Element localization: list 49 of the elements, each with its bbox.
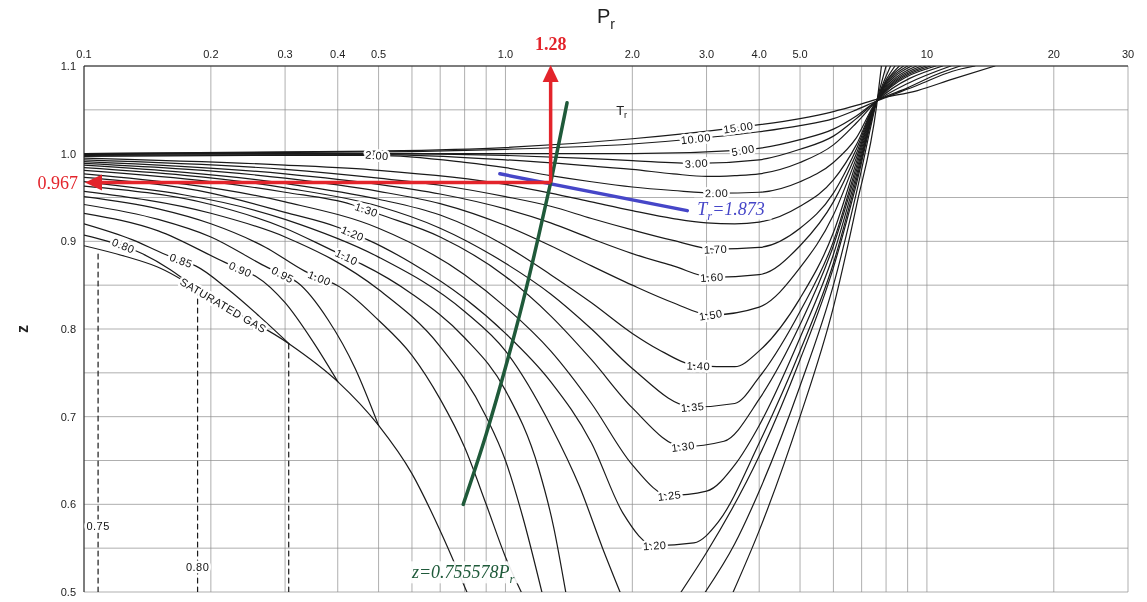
y-tick-label: 0.9 [60, 235, 76, 248]
annotation: 0.85 [168, 250, 195, 271]
x-tick-label: 1.0 [497, 48, 514, 60]
annotation: T$_{r}$ [616, 102, 628, 120]
annotation: 15.00 [722, 119, 755, 136]
annotation: 1.35 [680, 400, 705, 414]
x-axis-title: P$_{r}$ [596, 5, 616, 32]
annotation: 10.00 [680, 131, 712, 147]
x-tick-label: 2.0 [624, 48, 640, 60]
annotation: 2.00 [364, 148, 390, 163]
y-tick-label: 0.5 [60, 585, 76, 598]
y-axis-title: z [13, 325, 31, 333]
annotation: 1.30 [670, 439, 696, 454]
annotation: 1.60 [699, 270, 724, 284]
x-tick-label: 4.0 [751, 48, 767, 60]
annotation: 1.00 [306, 268, 333, 289]
annotation: 0.80 [185, 560, 210, 573]
ref-line-label: 0.967 [37, 172, 78, 193]
y-tick-label: 0.6 [60, 498, 76, 511]
annotation: 0.90 [227, 259, 254, 280]
x-tick-label: 5.0 [792, 48, 808, 60]
annotation: 1.50 [698, 307, 724, 323]
annotation: 1.10 [333, 246, 360, 268]
x-tick-label: 0.5 [370, 48, 387, 60]
y-tick-label: 1.0 [60, 147, 76, 160]
x-tick-label: 30 [1121, 48, 1135, 60]
y-tick-label: 0.7 [60, 410, 76, 423]
x-tick-label: 0.2 [203, 48, 219, 60]
y-tick-label: 1.1 [60, 59, 76, 72]
annotation: 0.95 [269, 263, 296, 286]
y-tick-label: 0.8 [60, 322, 76, 335]
x-tick-label: 10 [920, 48, 934, 60]
annotation: 1.25 [657, 488, 682, 503]
text: z=0.755578P$_{r}$ [410, 562, 515, 587]
annotation: 1.30 [353, 200, 380, 220]
annotation: 0.80 [110, 235, 137, 256]
annotation: 1.70 [703, 242, 728, 256]
annotation: 0.75 [86, 520, 110, 533]
annotation: 1.20 [339, 223, 366, 244]
ref-line-label: 1.28 [534, 34, 567, 54]
annotation: 3.00 [684, 156, 709, 170]
x-tick-label: 0.1 [76, 48, 92, 60]
x-tick-label: 3.0 [698, 48, 715, 60]
x-tick-label: 0.3 [277, 48, 293, 60]
x-tick-label: 0.4 [330, 48, 346, 60]
annotation: 5.00 [730, 142, 756, 159]
annotation: 1.20 [642, 538, 667, 553]
series-label: T$_{r}$=1.873 [697, 198, 765, 223]
x-tick-label: 20 [1047, 48, 1060, 60]
